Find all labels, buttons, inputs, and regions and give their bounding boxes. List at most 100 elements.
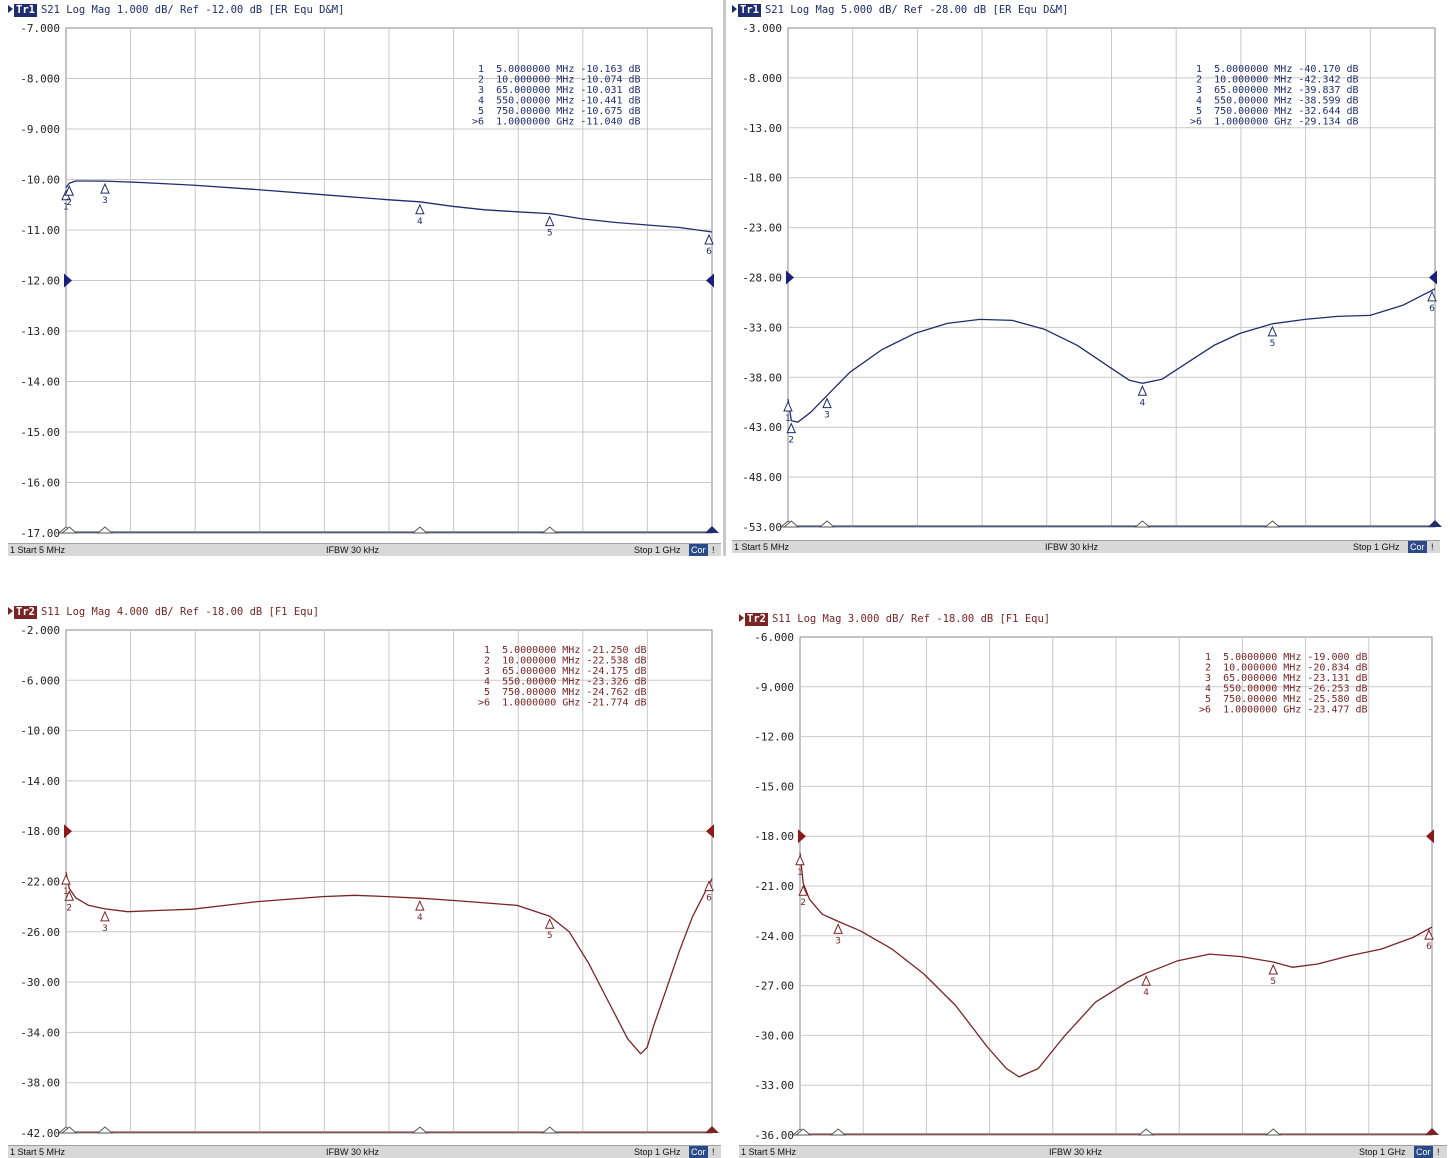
start-frequency: 1 Start 5 MHz bbox=[734, 542, 790, 552]
marker-number-label: 6 bbox=[706, 894, 712, 904]
marker-number-label: 1 bbox=[797, 868, 803, 878]
y-tick-label: -13.00 bbox=[742, 122, 782, 135]
marker-number-label: 3 bbox=[835, 936, 841, 946]
start-frequency: 1 Start 5 MHz bbox=[10, 1147, 66, 1157]
marker-triangle-icon bbox=[833, 923, 843, 934]
marker-position-icon bbox=[1137, 1128, 1155, 1136]
status-end-indicator: ! bbox=[712, 1147, 715, 1157]
chart-panel-bottom-left: Tr2 S11 Log Mag 4.000 dB/ Ref -18.00 dB [… bbox=[0, 600, 723, 1158]
reference-level-right-arrow-icon bbox=[706, 273, 714, 288]
marker-table-row: 4 550.00000 MHz -23.326 dB bbox=[478, 677, 647, 688]
y-tick-label: -18.00 bbox=[754, 830, 794, 843]
marker-triangle-icon bbox=[783, 400, 793, 412]
stop-frequency: Stop 1 GHz bbox=[634, 545, 681, 555]
marker-position-icon bbox=[1134, 520, 1151, 528]
marker-triangle-icon bbox=[100, 182, 110, 194]
marker-table-row: 3 65.000000 MHz -23.131 dB bbox=[1199, 673, 1368, 684]
active-marker-position-icon bbox=[705, 1126, 719, 1133]
y-tick-label: -3.000 bbox=[742, 22, 782, 35]
reference-level-right-arrow-icon bbox=[1426, 829, 1434, 844]
marker-number-label: 2 bbox=[800, 898, 806, 908]
y-tick-label: -8.000 bbox=[742, 72, 782, 85]
vertical-separator bbox=[723, 0, 726, 556]
marker-triangle-icon bbox=[1267, 325, 1278, 337]
y-tick-label: -42.00 bbox=[20, 1127, 60, 1140]
active-marker-position-icon bbox=[1428, 520, 1442, 527]
trace-header: Tr1 S21 Log Mag 5.000 dB/ Ref -28.00 dB [… bbox=[732, 4, 1068, 18]
correction-badge: Cor bbox=[689, 544, 708, 556]
marker-number-label: 1 bbox=[785, 414, 791, 424]
marker-triangle-icon bbox=[1427, 290, 1437, 302]
marker-position-icon bbox=[60, 1126, 78, 1134]
marker-number-label: 6 bbox=[1429, 304, 1435, 314]
y-tick-label: -22.00 bbox=[20, 876, 60, 889]
trace-badge[interactable]: Tr2 bbox=[745, 613, 768, 626]
plot-area: -7.000 -8.000 -9.000 -10.00 -11.00 -12.00 -13.… bbox=[20, 22, 719, 540]
y-tick-label: -7.000 bbox=[20, 22, 60, 35]
ifbw-label: IFBW 30 kHz bbox=[326, 1147, 380, 1157]
marker-position-icon bbox=[829, 1128, 847, 1136]
marker-triangle-icon bbox=[798, 885, 808, 896]
marker-table-row: >6 1.0000000 GHz -23.477 dB bbox=[1199, 705, 1368, 716]
correction-badge: Cor bbox=[689, 1146, 708, 1158]
correction-badge: Cor bbox=[1414, 1146, 1433, 1158]
marker-table-row: 4 550.00000 MHz -10.441 dB bbox=[472, 96, 641, 107]
marker-table-row: >6 1.0000000 GHz -21.774 dB bbox=[478, 698, 647, 709]
marker-triangle-icon bbox=[544, 918, 555, 929]
trace-badge[interactable]: Tr1 bbox=[14, 4, 37, 17]
y-tick-label: -30.00 bbox=[754, 1029, 794, 1042]
marker-number-label: 5 bbox=[1270, 339, 1276, 349]
trace-settings: S21 Log Mag 1.000 dB/ Ref -12.00 dB [ER … bbox=[40, 4, 345, 16]
trace-line bbox=[65, 871, 713, 1055]
y-tick-label: -10.00 bbox=[20, 174, 60, 187]
reference-level-left-arrow-icon bbox=[64, 824, 72, 839]
marker-triangle-icon bbox=[822, 397, 832, 409]
marker-triangle-icon bbox=[100, 910, 110, 922]
marker-table-row: 1 5.0000000 MHz -21.250 dB bbox=[478, 645, 647, 656]
marker-position-icon bbox=[1264, 1128, 1282, 1136]
y-tick-label: -26.00 bbox=[20, 926, 60, 939]
y-tick-label: -17.00 bbox=[20, 527, 60, 540]
y-tick-label: -12.00 bbox=[20, 275, 60, 288]
marker-number-label: 1 bbox=[63, 887, 69, 897]
marker-table-row: 1 5.0000000 MHz -40.170 dB bbox=[1190, 64, 1359, 75]
reference-level-left-arrow-icon bbox=[786, 270, 794, 285]
active-trace-arrow-icon bbox=[732, 5, 737, 13]
marker-table-row: 3 65.000000 MHz -10.031 dB bbox=[472, 85, 641, 96]
y-tick-label: -30.00 bbox=[20, 976, 60, 989]
marker-number-label: 2 bbox=[66, 198, 72, 208]
status-bar: 1 Start 5 MHz IFBW 30 kHz Stop 1 GHz Cor… bbox=[8, 543, 721, 556]
trace-settings: S11 Log Mag 3.000 dB/ Ref -18.00 dB [F1 … bbox=[771, 613, 1051, 625]
reference-level-left-arrow-icon bbox=[798, 829, 806, 844]
marker-position-icon bbox=[1264, 520, 1281, 528]
marker-number-label: 4 bbox=[1140, 398, 1146, 408]
y-tick-label: -53.00 bbox=[742, 521, 782, 534]
status-end-indicator: ! bbox=[1437, 1147, 1440, 1157]
y-tick-label: -38.00 bbox=[20, 1077, 60, 1090]
marker-position-icon bbox=[782, 520, 800, 528]
marker-number-label: 5 bbox=[547, 229, 553, 239]
status-bar: 1 Start 5 MHz IFBW 30 kHz Stop 1 GHz Cor… bbox=[8, 1145, 721, 1158]
marker-triangle-icon bbox=[1268, 963, 1278, 975]
y-tick-label: -16.00 bbox=[20, 477, 60, 490]
marker-position-icon bbox=[794, 1128, 812, 1136]
active-marker-position-icon bbox=[705, 526, 719, 533]
y-tick-label: -36.00 bbox=[754, 1129, 794, 1142]
trace-header: Tr1 S21 Log Mag 1.000 dB/ Ref -12.00 dB [… bbox=[8, 4, 344, 18]
y-tick-label: -43.00 bbox=[742, 421, 782, 434]
y-tick-label: -9.000 bbox=[20, 123, 60, 136]
marker-table-row: 5 750.00000 MHz -10.675 dB bbox=[472, 106, 641, 117]
trace-header: Tr2 S11 Log Mag 3.000 dB/ Ref -18.00 dB [… bbox=[739, 613, 1050, 627]
trace-badge[interactable]: Tr1 bbox=[738, 4, 761, 17]
y-tick-label: -15.00 bbox=[754, 780, 794, 793]
marker-table-row: 2 10.000000 MHz -42.342 dB bbox=[1190, 75, 1359, 86]
marker-triangle-icon bbox=[1424, 928, 1434, 940]
trace-line bbox=[787, 288, 1436, 423]
y-tick-label: -33.00 bbox=[742, 321, 782, 334]
y-tick-label: -12.00 bbox=[754, 731, 794, 744]
reference-level-left-arrow-icon bbox=[64, 273, 72, 288]
trace-badge[interactable]: Tr2 bbox=[14, 606, 37, 619]
marker-position-icon bbox=[411, 526, 429, 534]
plot-area: -3.000 -8.000 -13.00 -18.00 -23.00 -28.00 -33.… bbox=[742, 22, 1442, 534]
y-tick-label: -14.00 bbox=[20, 775, 60, 788]
